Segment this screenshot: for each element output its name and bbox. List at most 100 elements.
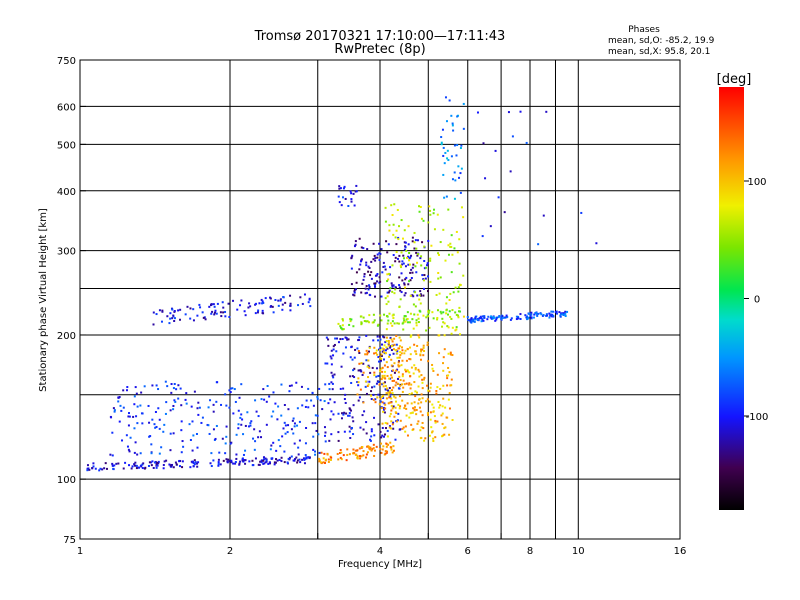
echo-point [430,244,433,247]
echo-point [393,362,396,365]
echo-point [185,392,188,395]
echo-point [392,284,395,287]
echo-point [212,303,215,306]
echo-point [410,277,413,280]
echo-point [441,325,444,328]
echo-point [170,391,173,394]
echo-point [125,434,128,437]
echo-point [328,382,331,385]
echo-point [134,386,137,389]
echo-point [445,416,448,419]
echo-point [392,421,395,424]
echo-point [343,411,346,414]
echo-point [415,324,418,327]
echo-point [244,449,247,452]
echo-point [152,311,155,314]
echo-point [428,205,431,208]
echo-point [380,295,383,298]
echo-point [177,397,180,400]
echo-point [419,290,422,293]
echo-point [373,434,376,437]
echo-point [379,370,382,373]
echo-point [181,440,184,443]
echo-point [401,390,404,393]
echo-point [230,459,233,462]
echo-point [153,423,156,426]
echo-point [362,278,365,281]
echo-point [257,309,260,312]
echo-point [489,225,492,228]
echo-point [192,434,195,437]
echo-point [337,195,340,198]
echo-point [383,364,386,367]
echo-point [432,437,435,440]
echo-point [426,398,429,401]
echo-point [385,340,388,343]
echo-point [280,456,283,459]
echo-point [213,313,216,316]
echo-point [286,461,289,464]
echo-point [441,412,444,415]
echo-point [397,347,400,350]
echo-point [337,458,340,461]
echo-point [91,467,94,470]
echo-point [147,465,150,468]
echo-point [459,172,462,175]
echo-point [262,301,265,304]
echo-point [416,254,419,257]
echo-point [266,384,269,387]
echo-point [162,430,165,433]
echo-point [341,196,344,199]
echo-point [374,259,377,262]
echo-point [357,399,360,402]
echo-point [413,406,416,409]
echo-point [382,382,385,385]
echo-point [284,432,287,435]
echo-point [384,427,387,430]
echo-point [379,400,382,403]
echo-point [120,409,123,412]
echo-point [427,315,430,318]
echo-point [92,462,95,465]
echo-point [373,449,376,452]
echo-point [505,314,508,317]
echo-point [342,319,345,322]
echo-point [366,320,369,323]
x-tick-label: 1 [77,546,83,557]
echo-point [212,410,215,413]
echo-point [509,170,512,173]
echo-point [403,229,406,232]
echo-point [208,432,211,435]
echo-point [501,316,504,319]
echo-point [384,206,387,209]
echo-point [564,310,567,313]
echo-point [365,264,368,267]
echo-point [305,426,308,429]
echo-point [297,446,300,449]
echo-point [381,370,384,373]
echo-point [155,466,158,469]
echo-point [442,397,445,400]
echo-point [367,383,370,386]
echo-point [172,466,175,469]
echo-point [155,313,158,316]
echo-point [286,462,289,465]
echo-point [353,294,356,297]
echo-point [362,450,365,453]
echo-point [408,393,411,396]
echo-point [389,395,392,398]
echo-point [264,461,267,464]
echo-point [337,439,340,442]
echo-point [350,346,353,349]
echo-point [180,451,183,454]
echo-point [192,460,195,463]
echo-point [283,404,286,407]
echo-point [314,450,317,453]
echo-point [150,464,153,467]
echo-point [399,405,402,408]
echo-point [529,312,532,315]
echo-point [384,450,387,453]
echo-point [402,328,405,331]
echo-point [379,314,382,317]
echo-point [154,461,157,464]
